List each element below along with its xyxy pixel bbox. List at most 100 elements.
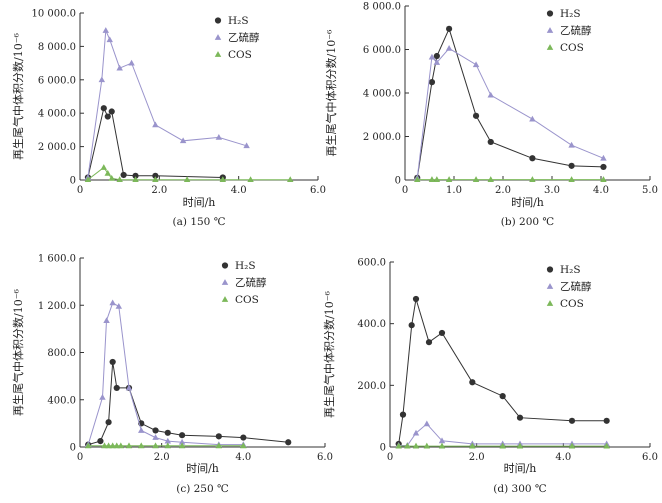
legend-marker	[221, 279, 229, 285]
data-point	[472, 176, 480, 182]
x-tick-label: 6.0	[642, 452, 658, 463]
data-point	[120, 171, 127, 179]
series-line	[87, 302, 244, 446]
data-point	[125, 384, 133, 391]
legend: H₂S 乙硫醇 COS	[214, 15, 260, 61]
legend-marker	[221, 262, 229, 269]
data-point	[499, 442, 506, 449]
data-point	[104, 113, 111, 120]
data-point	[113, 442, 120, 449]
series-line	[87, 30, 247, 178]
x-axis-label: 时间/h	[504, 462, 537, 475]
x-tick-label: 2.0	[469, 452, 485, 463]
series-1	[395, 295, 610, 448]
y-tick-label: 2 000.0	[38, 142, 76, 153]
data-point	[183, 176, 191, 183]
legend-marker	[546, 44, 554, 50]
legend-marker	[214, 34, 222, 40]
y-tick-label: 0	[70, 176, 76, 187]
data-point	[516, 442, 524, 449]
data-point	[529, 155, 536, 162]
x-tick-label: 4.0	[555, 452, 571, 463]
y-tick-label: 0	[395, 176, 401, 187]
data-point	[428, 79, 436, 86]
data-point	[132, 176, 139, 183]
data-point	[152, 434, 159, 440]
data-point	[138, 427, 145, 433]
legend-label: COS	[235, 294, 259, 306]
data-point	[109, 299, 116, 306]
data-point	[568, 417, 576, 424]
data-point	[102, 27, 110, 33]
y-axis-label: 再生尾气中体积分数/10⁻⁶	[11, 288, 25, 416]
data-point	[125, 442, 133, 449]
data-point	[215, 134, 223, 140]
legend-label: COS	[560, 42, 584, 54]
data-point	[568, 162, 575, 169]
panel-caption: (b) 200 ℃	[501, 216, 555, 228]
data-point	[178, 442, 186, 449]
legend-label: H₂S	[560, 264, 581, 276]
data-point	[438, 437, 446, 444]
legend-label: COS	[560, 298, 584, 310]
legend-label: 乙硫醇	[228, 31, 260, 44]
data-point	[108, 174, 115, 181]
legend-label: H₂S	[228, 15, 249, 27]
data-point	[445, 45, 453, 51]
x-tick-label: 2.0	[495, 185, 511, 196]
series-2	[84, 27, 250, 180]
legend-label: 乙硫醇	[560, 24, 592, 37]
data-point	[399, 411, 407, 418]
data-point	[152, 442, 159, 449]
data-point	[240, 434, 247, 441]
data-point	[152, 121, 159, 128]
data-point	[408, 322, 415, 329]
x-tick-label: 3.0	[544, 185, 560, 196]
legend-label: H₂S	[235, 260, 256, 272]
data-point	[499, 393, 506, 400]
data-point	[164, 429, 171, 436]
x-axis-label: 时间/h	[511, 196, 544, 209]
data-point	[395, 442, 402, 449]
panel-caption: (c) 250 ℃	[176, 483, 229, 495]
data-point	[445, 176, 453, 182]
data-point	[412, 442, 420, 449]
data-point	[414, 176, 421, 182]
data-point	[600, 176, 607, 182]
data-point	[472, 61, 480, 68]
x-tick-label: 4.0	[231, 185, 247, 196]
data-point	[106, 36, 113, 43]
y-tick-label: 2 000.0	[363, 132, 401, 143]
legend: H₂S 乙硫醇 COS	[221, 260, 267, 306]
data-point	[600, 154, 607, 161]
series-line	[88, 361, 289, 446]
data-point	[412, 429, 420, 436]
legend: H₂S 乙硫醇 COS	[546, 8, 592, 54]
y-tick-label: 6 000.0	[363, 45, 401, 56]
data-point	[600, 163, 607, 171]
y-tick-label: 6 000.0	[38, 75, 76, 86]
data-point	[101, 442, 108, 449]
data-point	[116, 176, 123, 183]
data-point	[603, 417, 610, 424]
series-3	[84, 164, 294, 183]
x-tick-label: 6.0	[310, 185, 326, 196]
series-1	[85, 358, 292, 448]
data-point	[132, 172, 139, 179]
data-point	[152, 172, 159, 179]
data-point	[428, 53, 436, 60]
data-point	[117, 442, 125, 449]
series-3	[414, 176, 607, 182]
data-point	[438, 442, 446, 449]
data-point	[138, 442, 145, 449]
legend-marker	[546, 266, 554, 273]
x-tick-label: 0	[387, 452, 393, 463]
series-line	[398, 423, 607, 446]
data-point	[469, 379, 476, 386]
data-point	[178, 438, 186, 445]
legend-marker	[546, 283, 554, 289]
data-point	[603, 442, 610, 449]
data-point	[285, 439, 292, 446]
y-tick-label: 200.0	[357, 381, 386, 392]
data-point	[113, 384, 120, 392]
